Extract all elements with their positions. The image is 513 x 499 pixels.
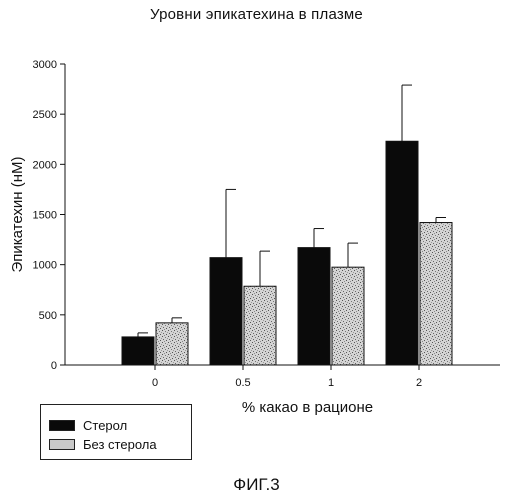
y-tick-label: 500: [39, 310, 57, 322]
bar-no-sterol: [156, 323, 188, 365]
y-tick-label: 2500: [33, 109, 57, 121]
legend-item-sterol: Стерол: [49, 417, 127, 433]
legend-label-no-sterol: Без стерола: [83, 437, 157, 452]
bar-sterol: [122, 337, 154, 365]
plot-area: 0 500 1000 1500 2000 2500 3000 Эпикатехин (нМ)%…: [9, 59, 500, 416]
figure-label: ФИГ.3: [0, 475, 513, 495]
bar-no-sterol: [244, 286, 276, 365]
x-tick-label: 0.5: [235, 377, 250, 389]
x-axis-label: % какао в рационе: [242, 399, 373, 416]
x-tick-label: 0: [152, 377, 158, 389]
bar-sterol: [210, 258, 242, 365]
legend-swatch-sterol: [49, 420, 75, 431]
y-tick-label: 1000: [33, 260, 57, 272]
legend: Стерол Без стерола: [40, 404, 192, 460]
bar-no-sterol: [420, 223, 452, 365]
legend-swatch-no-sterol: [49, 439, 75, 450]
y-tick-label: 2000: [33, 159, 57, 171]
legend-item-no-sterol: Без стерола: [49, 436, 157, 452]
y-tick-label: 3000: [33, 59, 57, 71]
y-tick-label: 1500: [33, 210, 57, 222]
y-axis-label: Эпикатехин (нМ): [9, 156, 26, 272]
bar-no-sterol: [332, 267, 364, 365]
x-tick-label: 1: [328, 377, 334, 389]
bar-sterol: [386, 141, 418, 365]
bar-sterol: [298, 248, 330, 365]
legend-label-sterol: Стерол: [83, 418, 127, 433]
y-tick-label: 0: [51, 360, 57, 372]
x-tick-label: 2: [416, 377, 422, 389]
bar-chart: 0 500 1000 1500 2000 2500 3000 Эпикатехин (нМ)%…: [0, 0, 513, 470]
